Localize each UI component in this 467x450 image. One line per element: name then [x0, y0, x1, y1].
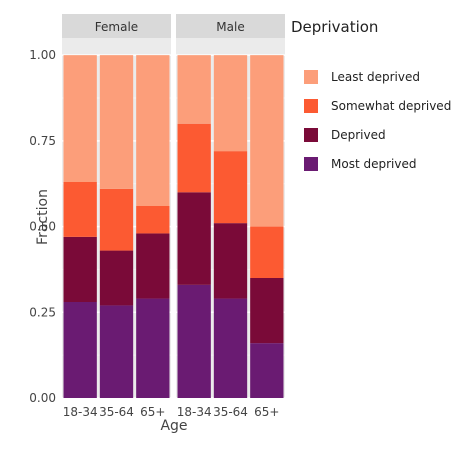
bar-least-deprived-35-64 [213, 55, 248, 152]
bar-deprived-18-34 [63, 236, 97, 302]
facet-label: Male [216, 20, 244, 34]
x-tick-label: 35-64 [99, 405, 134, 419]
bar-deprived-35-64 [99, 250, 134, 306]
x-tick-label: 18-34 [177, 405, 212, 419]
legend-label: Least deprived [331, 70, 420, 84]
bar-deprived-18-34 [177, 192, 211, 285]
bar-deprived-35-64 [213, 223, 248, 299]
legend-title: Deprivation [291, 18, 378, 36]
x-tick-label: 35-64 [213, 405, 248, 419]
x-tick-label: 18-34 [63, 405, 98, 419]
bar-least-deprived-65+ [250, 55, 284, 227]
bar-deprived-65+ [136, 233, 170, 299]
legend-label: Most deprived [331, 157, 416, 171]
y-tick-label: 0.75 [29, 134, 56, 148]
bar-somewhat-deprived-18-34 [177, 123, 211, 193]
bar-somewhat-deprived-18-34 [63, 182, 97, 237]
legend-swatch [304, 157, 318, 171]
bar-most-deprived-65+ [250, 343, 284, 398]
facet-label: Female [95, 20, 138, 34]
y-axis: 0.00 0.25 0.50 0.75 1.00 [29, 48, 56, 405]
bar-most-deprived-35-64 [213, 298, 248, 398]
bar-most-deprived-65+ [136, 298, 170, 398]
legend-label: Somewhat deprived [331, 99, 451, 113]
legend: Deprivation Least deprived Somewhat depri… [291, 18, 451, 171]
bar-least-deprived-18-34 [63, 55, 97, 183]
legend-swatch [304, 128, 318, 142]
x-axis-title: Age [160, 418, 187, 434]
y-tick-label: 0.25 [29, 305, 56, 319]
legend-label: Deprived [331, 128, 386, 142]
x-tick-label: 65+ [254, 405, 279, 419]
facet-panel-female: Female 18-34 35-64 65+ [62, 14, 171, 419]
legend-swatch [304, 70, 318, 84]
bar-somewhat-deprived-35-64 [99, 188, 134, 251]
facet-strip [62, 14, 171, 38]
x-tick-label: 65+ [140, 405, 165, 419]
bar-most-deprived-18-34 [177, 284, 211, 398]
bar-least-deprived-35-64 [99, 55, 134, 189]
bar-least-deprived-65+ [136, 55, 170, 207]
legend-swatch [304, 99, 318, 113]
bar-somewhat-deprived-35-64 [213, 151, 248, 224]
facet-strip [176, 14, 285, 38]
bar-most-deprived-35-64 [99, 305, 134, 398]
bar-somewhat-deprived-65+ [136, 206, 170, 234]
bar-most-deprived-18-34 [63, 302, 97, 398]
y-tick-label: 0.50 [29, 220, 56, 234]
y-tick-label: 1.00 [29, 48, 56, 62]
bar-somewhat-deprived-65+ [250, 226, 284, 278]
bar-deprived-65+ [250, 278, 284, 344]
facet-panel-male: Male 18-34 35-64 65+ [176, 14, 285, 419]
y-tick-label: 0.00 [29, 391, 56, 405]
y-axis-title: Fraction [35, 189, 51, 245]
bar-least-deprived-18-34 [177, 55, 211, 124]
